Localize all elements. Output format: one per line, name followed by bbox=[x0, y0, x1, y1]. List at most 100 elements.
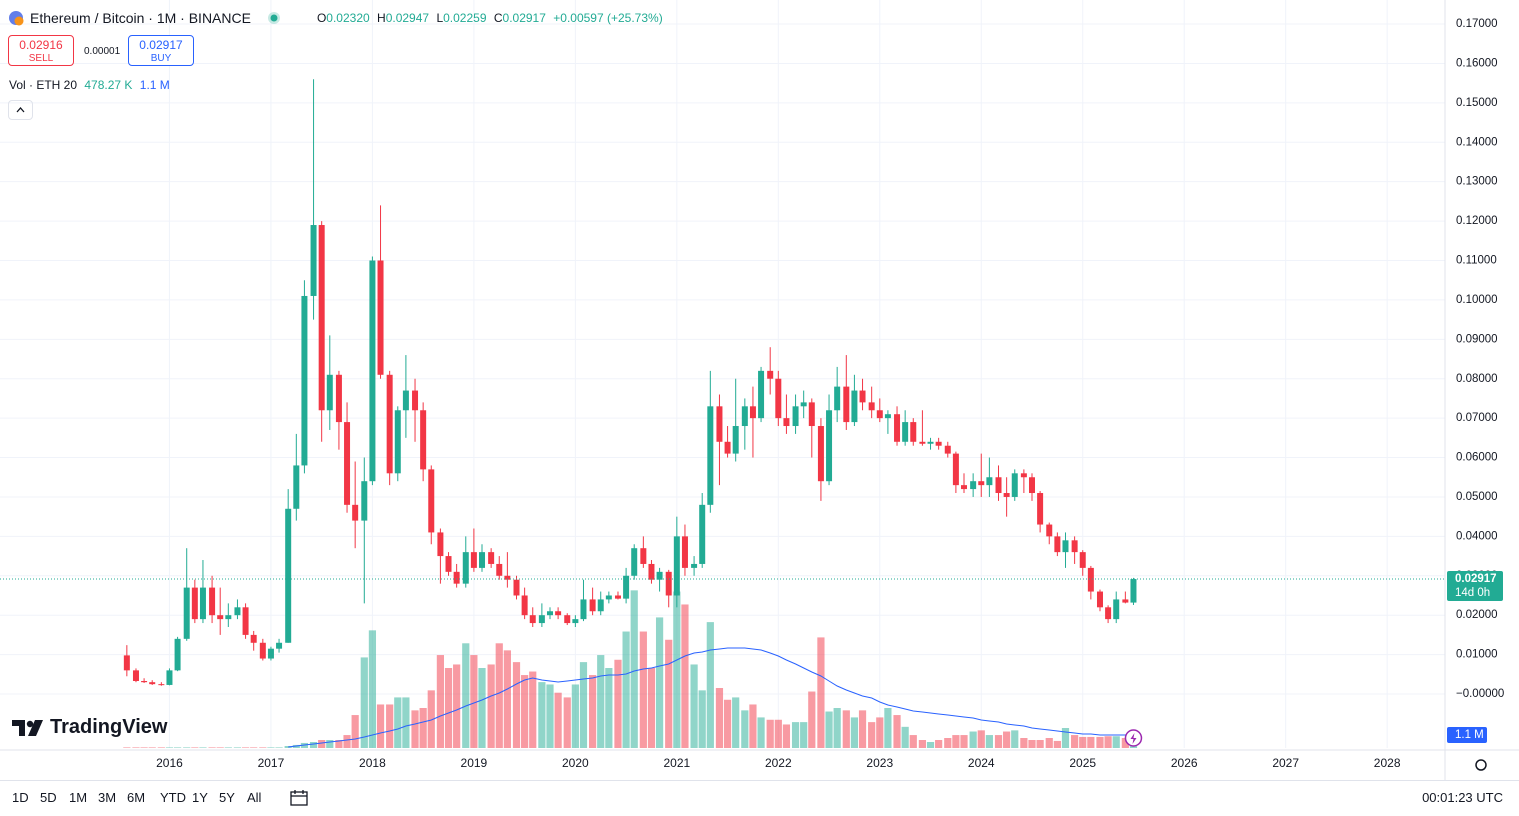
candle-body bbox=[267, 648, 274, 659]
candle-body bbox=[504, 575, 511, 580]
volume-legend-label: Vol · ETH 20 bbox=[9, 78, 78, 92]
candle-body bbox=[978, 481, 985, 486]
candle-body bbox=[555, 611, 562, 616]
symbol-title[interactable]: Ethereum / Bitcoin · 1M · BINANCE bbox=[30, 10, 251, 26]
ohlc-value: 0.02917 bbox=[502, 11, 546, 25]
candle-body bbox=[640, 548, 647, 564]
sell-button[interactable]: 0.02916 SELL bbox=[8, 35, 74, 66]
volume-bar bbox=[858, 710, 867, 748]
candle-body bbox=[902, 422, 909, 442]
candle-body bbox=[386, 374, 393, 474]
candle-body bbox=[521, 595, 528, 616]
last-price-label: 0.02917 bbox=[1455, 573, 1497, 585]
timeframe-button[interactable]: 1D bbox=[12, 790, 29, 805]
candle-body bbox=[817, 426, 824, 482]
volume-bar bbox=[335, 740, 343, 748]
candle-body bbox=[1079, 552, 1086, 568]
candle-body bbox=[876, 410, 883, 419]
volume-bar bbox=[893, 715, 901, 748]
timeframe-button[interactable]: 1M bbox=[69, 790, 88, 805]
buy-button[interactable]: 0.02917 BUY bbox=[128, 35, 194, 66]
volume-bar bbox=[782, 724, 791, 748]
candle-body bbox=[1020, 473, 1027, 478]
timeframe-button[interactable]: YTD bbox=[160, 790, 186, 805]
candle-body bbox=[843, 386, 850, 423]
timeframe-button[interactable]: All bbox=[247, 790, 262, 805]
candle-body bbox=[217, 615, 224, 620]
candle-body bbox=[952, 453, 959, 486]
volume-bar bbox=[1061, 728, 1070, 748]
candle-body bbox=[894, 414, 901, 442]
volume-bar bbox=[386, 704, 394, 748]
volume-bar bbox=[233, 747, 242, 748]
collapse-button[interactable] bbox=[8, 100, 33, 120]
volume-bar bbox=[985, 735, 993, 748]
volume-bar bbox=[376, 704, 385, 748]
candle-body bbox=[141, 681, 148, 683]
grid bbox=[0, 0, 1445, 748]
volume-bar bbox=[1087, 736, 1095, 748]
volume-bar bbox=[427, 690, 435, 748]
volume-bar bbox=[1071, 735, 1079, 748]
volume-ma-box bbox=[1447, 727, 1487, 744]
volume-bar bbox=[579, 662, 588, 748]
candle-body bbox=[986, 477, 993, 486]
candle-body bbox=[564, 615, 571, 624]
candle-body bbox=[1071, 540, 1078, 553]
y-tick-label: 0.14000 bbox=[1456, 136, 1498, 148]
x-tick-label: 2017 bbox=[258, 756, 285, 770]
volume-legend-ma: 1.1 M bbox=[139, 78, 170, 92]
volume-bar bbox=[1003, 731, 1011, 748]
volume-bar bbox=[444, 668, 453, 748]
candle-body bbox=[1096, 591, 1103, 608]
volume-bar bbox=[241, 747, 250, 748]
candle-body bbox=[758, 370, 765, 419]
chart: 0.17000 0.16000 0.15000 0.14000 0.13000 0.120… bbox=[0, 0, 1519, 780]
candle-body bbox=[1122, 599, 1129, 603]
candle-body bbox=[132, 670, 139, 682]
candle-body bbox=[513, 579, 520, 596]
volume-bar bbox=[715, 688, 724, 748]
candle-body bbox=[665, 571, 672, 596]
candle-body bbox=[783, 418, 790, 427]
candle-body bbox=[445, 556, 452, 572]
candle-body bbox=[749, 406, 756, 419]
candle-body bbox=[250, 634, 257, 643]
volume-bar bbox=[470, 655, 478, 748]
settings-icon[interactable] bbox=[1475, 759, 1487, 771]
candle-body bbox=[834, 386, 841, 411]
date-range-icon[interactable] bbox=[288, 788, 310, 808]
volume-bar bbox=[538, 682, 546, 748]
candle-body bbox=[462, 552, 469, 584]
candle-body bbox=[673, 536, 680, 596]
timeframe-button[interactable]: 5D bbox=[40, 790, 57, 805]
volume-bar bbox=[521, 675, 529, 748]
y-tick-label: 0.07000 bbox=[1456, 412, 1498, 424]
timeframe-button[interactable]: 5Y bbox=[219, 790, 235, 805]
candle-body bbox=[1054, 536, 1061, 553]
volume-bar bbox=[157, 747, 165, 748]
candle-body bbox=[276, 642, 283, 649]
volume-bar bbox=[571, 684, 579, 748]
candle-body bbox=[944, 445, 951, 454]
logo-icon bbox=[12, 719, 43, 736]
timeframe-button[interactable]: 3M bbox=[98, 790, 117, 805]
timeframe-button[interactable]: 1Y bbox=[192, 790, 208, 805]
volume-bar bbox=[605, 668, 613, 748]
candle-body bbox=[301, 295, 308, 466]
timeframe-button[interactable]: 6M bbox=[127, 790, 146, 805]
volume-bar bbox=[148, 747, 156, 748]
candle-body bbox=[496, 563, 503, 576]
symbol-icon bbox=[9, 11, 24, 26]
candle-body bbox=[259, 642, 266, 659]
volume-bar bbox=[529, 671, 537, 748]
candle-body bbox=[377, 260, 384, 375]
volume-bar bbox=[546, 684, 554, 748]
candle-body bbox=[344, 422, 351, 505]
candle-body bbox=[285, 508, 292, 643]
volume-bar bbox=[647, 668, 656, 748]
candle-body bbox=[995, 477, 1002, 494]
y-tick-label: 0.06000 bbox=[1456, 452, 1498, 464]
volume-bar bbox=[462, 643, 470, 748]
